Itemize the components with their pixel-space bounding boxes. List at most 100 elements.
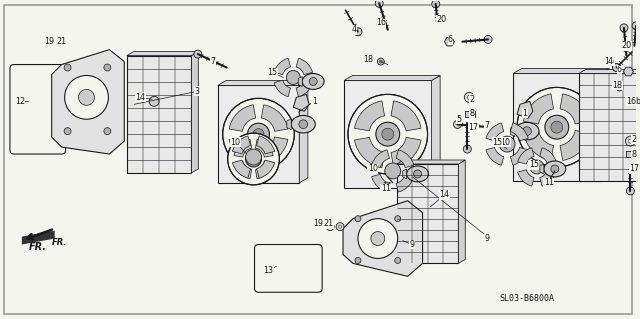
Wedge shape bbox=[372, 150, 389, 167]
Polygon shape bbox=[287, 119, 291, 130]
Text: 2: 2 bbox=[470, 95, 475, 104]
Polygon shape bbox=[191, 52, 198, 173]
Polygon shape bbox=[218, 80, 308, 85]
Text: 20: 20 bbox=[436, 15, 447, 24]
Polygon shape bbox=[458, 160, 465, 263]
Circle shape bbox=[228, 133, 280, 185]
Circle shape bbox=[616, 84, 623, 91]
Text: 19: 19 bbox=[45, 37, 55, 46]
Text: 21: 21 bbox=[56, 37, 67, 46]
Text: 5: 5 bbox=[457, 115, 462, 124]
Text: 12: 12 bbox=[15, 97, 25, 106]
Wedge shape bbox=[355, 137, 385, 167]
Circle shape bbox=[286, 70, 300, 85]
Wedge shape bbox=[524, 130, 554, 160]
Text: 8: 8 bbox=[632, 150, 637, 159]
Polygon shape bbox=[298, 77, 302, 86]
Text: 1: 1 bbox=[522, 109, 527, 118]
Polygon shape bbox=[431, 76, 440, 188]
Circle shape bbox=[625, 136, 636, 146]
Circle shape bbox=[523, 127, 531, 136]
Polygon shape bbox=[127, 52, 198, 56]
Circle shape bbox=[248, 123, 269, 145]
Circle shape bbox=[413, 170, 422, 178]
Wedge shape bbox=[396, 174, 414, 192]
Wedge shape bbox=[486, 147, 504, 165]
Wedge shape bbox=[274, 58, 291, 75]
Polygon shape bbox=[52, 50, 124, 154]
Text: 3: 3 bbox=[195, 87, 200, 96]
Wedge shape bbox=[372, 174, 389, 192]
Circle shape bbox=[545, 115, 569, 139]
Circle shape bbox=[378, 58, 384, 65]
Polygon shape bbox=[397, 164, 458, 263]
Wedge shape bbox=[560, 94, 590, 124]
Wedge shape bbox=[234, 139, 252, 157]
Text: 19: 19 bbox=[313, 219, 323, 228]
Polygon shape bbox=[403, 169, 406, 179]
Circle shape bbox=[620, 24, 628, 32]
Wedge shape bbox=[518, 170, 534, 186]
Wedge shape bbox=[524, 94, 554, 124]
Wedge shape bbox=[229, 137, 255, 164]
Polygon shape bbox=[623, 67, 634, 76]
Ellipse shape bbox=[515, 122, 539, 140]
Wedge shape bbox=[355, 101, 385, 131]
Circle shape bbox=[465, 93, 474, 102]
Circle shape bbox=[339, 225, 342, 228]
Circle shape bbox=[628, 139, 632, 143]
Wedge shape bbox=[255, 161, 273, 179]
Text: 8: 8 bbox=[470, 109, 475, 118]
Circle shape bbox=[355, 216, 361, 222]
Circle shape bbox=[79, 89, 95, 105]
Polygon shape bbox=[540, 164, 544, 174]
Circle shape bbox=[371, 232, 385, 246]
Polygon shape bbox=[22, 231, 54, 244]
Circle shape bbox=[246, 151, 262, 167]
Circle shape bbox=[354, 28, 362, 36]
Circle shape bbox=[454, 121, 461, 128]
Text: 10: 10 bbox=[230, 137, 241, 147]
Circle shape bbox=[517, 87, 596, 167]
Wedge shape bbox=[257, 160, 275, 178]
Wedge shape bbox=[560, 130, 590, 160]
Wedge shape bbox=[257, 136, 275, 154]
Text: 16b: 16b bbox=[626, 97, 640, 106]
Ellipse shape bbox=[406, 166, 429, 182]
Polygon shape bbox=[127, 56, 191, 173]
Text: 10: 10 bbox=[500, 137, 510, 147]
Circle shape bbox=[632, 22, 640, 30]
Text: 11: 11 bbox=[544, 178, 554, 187]
Circle shape bbox=[358, 219, 397, 258]
Polygon shape bbox=[293, 94, 309, 111]
Text: 16: 16 bbox=[605, 57, 614, 66]
Wedge shape bbox=[296, 80, 312, 97]
Circle shape bbox=[299, 120, 308, 129]
Polygon shape bbox=[513, 69, 609, 73]
Text: 9: 9 bbox=[484, 234, 490, 243]
Bar bbox=[344, 80, 431, 188]
Circle shape bbox=[104, 64, 111, 71]
Polygon shape bbox=[300, 80, 308, 183]
Text: 6: 6 bbox=[448, 35, 453, 44]
Text: 17: 17 bbox=[468, 123, 478, 132]
Polygon shape bbox=[253, 154, 262, 159]
Bar bbox=[465, 111, 476, 117]
Text: 15: 15 bbox=[492, 137, 502, 147]
Circle shape bbox=[64, 64, 71, 71]
Circle shape bbox=[484, 35, 492, 43]
Text: 10: 10 bbox=[368, 165, 378, 174]
Text: 4: 4 bbox=[608, 57, 613, 66]
Wedge shape bbox=[296, 58, 312, 75]
Circle shape bbox=[499, 136, 515, 152]
Circle shape bbox=[463, 145, 471, 153]
Polygon shape bbox=[444, 37, 454, 46]
Wedge shape bbox=[518, 148, 534, 164]
Text: 17: 17 bbox=[629, 165, 639, 174]
Wedge shape bbox=[234, 161, 252, 179]
Circle shape bbox=[355, 257, 361, 263]
Bar bbox=[218, 85, 300, 183]
Text: 2: 2 bbox=[632, 135, 637, 144]
Circle shape bbox=[223, 98, 294, 170]
Wedge shape bbox=[540, 148, 556, 164]
